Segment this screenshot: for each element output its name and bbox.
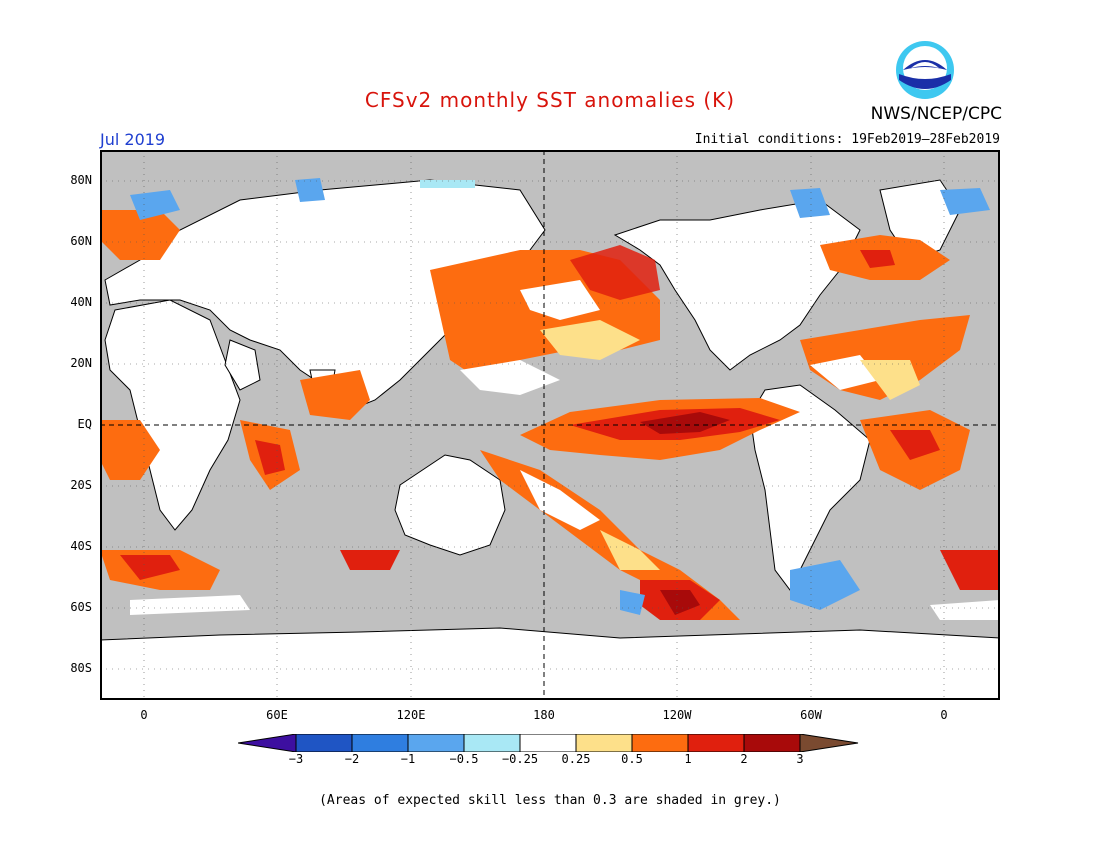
- colorbar-cell: [631, 734, 689, 752]
- colorbar-cell: [463, 734, 521, 752]
- sst-anomaly-map: [100, 150, 1000, 700]
- colorbar-label-m025: −0.25: [501, 752, 539, 766]
- colorbar-cell-over: [799, 734, 859, 752]
- anomaly-patches: [100, 178, 1000, 620]
- lat-label-80s: 80S: [70, 661, 92, 675]
- initial-conditions: Initial conditions: 19Feb2019–28Feb2019: [694, 132, 1000, 147]
- colorbar-label-025: 0.25: [561, 752, 591, 766]
- colorbar-label-m2: −2: [344, 752, 360, 766]
- lon-label-0: 0: [140, 708, 148, 722]
- lat-label-20n: 20N: [70, 356, 92, 370]
- colorbar-label-1: 1: [684, 752, 692, 766]
- colorbar-label-m1: −1: [400, 752, 416, 766]
- lat-label-80n: 80N: [70, 173, 92, 187]
- colorbar-cell: [295, 734, 353, 752]
- map-title: CFSv2 monthly SST anomalies (K): [364, 88, 736, 112]
- lon-label-60e: 60E: [266, 708, 288, 722]
- skill-note: (Areas of expected skill less than 0.3 a…: [319, 793, 781, 808]
- colorbar-label-m05: −0.5: [449, 752, 479, 766]
- lat-label-60s: 60S: [70, 600, 92, 614]
- colorbar-label-05: 0.5: [621, 752, 643, 766]
- colorbar-cell-under: [238, 734, 297, 752]
- lat-label-60n: 60N: [70, 234, 92, 248]
- lat-label-20s: 20S: [70, 478, 92, 492]
- colorbar-label-3: 3: [796, 752, 804, 766]
- lat-label-40s: 40S: [70, 539, 92, 553]
- colorbar: [238, 734, 859, 752]
- colorbar-cell: [407, 734, 465, 752]
- agency-label: NWS/NCEP/CPC: [870, 104, 1002, 124]
- noaa-logo: [896, 41, 954, 99]
- lon-label-120e: 120E: [396, 708, 426, 722]
- colorbar-cell: [351, 734, 409, 752]
- lon-label-180: 180: [533, 708, 555, 722]
- graticule: [100, 150, 1000, 700]
- colorbar-cell: [575, 734, 633, 752]
- lon-label-120w: 120W: [662, 708, 692, 722]
- colorbar-cell: [687, 734, 745, 752]
- month-label: Jul 2019: [100, 130, 166, 149]
- lat-label-eq: EQ: [77, 417, 92, 431]
- lon-label-0-right: 0: [940, 708, 948, 722]
- colorbar-cell: [743, 734, 801, 752]
- lon-label-60w: 60W: [800, 708, 822, 722]
- map-frame: [100, 150, 1000, 700]
- lat-label-40n: 40N: [70, 295, 92, 309]
- colorbar-label-m3: −3: [288, 752, 304, 766]
- colorbar-label-2: 2: [740, 752, 748, 766]
- colorbar-cell: [519, 734, 577, 752]
